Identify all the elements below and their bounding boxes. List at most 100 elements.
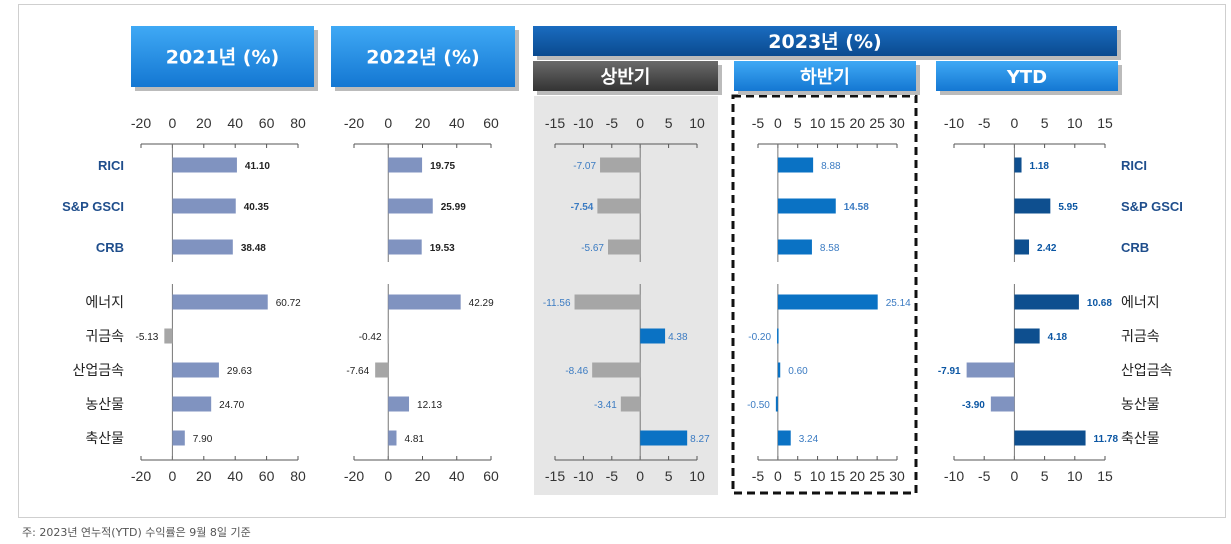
panel-2-value-label: 42.29 (469, 298, 494, 309)
panel-4-value-label: 8.58 (820, 243, 840, 254)
panel-3-bar (620, 396, 641, 412)
panel-4-bar (777, 198, 836, 214)
panel-1-value-label: 40.35 (244, 202, 269, 213)
panel-2-tick-label-bottom: 40 (449, 468, 465, 484)
panel-1-tick-label-top: 40 (227, 115, 243, 131)
panel-1-bar (164, 328, 173, 344)
panel-2-bar (388, 157, 423, 173)
panel-1-bar (172, 430, 185, 446)
panel-2-value-label: -7.64 (346, 366, 369, 377)
header-ytd (936, 61, 1118, 91)
header-2022-label: 2022년 (%) (366, 47, 479, 69)
panel-1-bar (172, 239, 233, 255)
panel-4-bar (777, 157, 814, 173)
panel-3-tick-label-bottom: -10 (573, 468, 593, 484)
panel-5-tick-label-top: 5 (1041, 115, 1049, 131)
panel-3-tick-label-bottom: 10 (689, 468, 705, 484)
panel-3-bar (607, 239, 641, 255)
panel-1-tick-label-top: 0 (169, 115, 177, 131)
panel-2-bar (388, 294, 461, 310)
panel-3-value-label: 8.27 (690, 434, 710, 445)
panel-1-bar (172, 362, 219, 378)
panel-4-tick-label-bottom: 30 (889, 468, 905, 484)
panel-3-value-label: 4.38 (668, 332, 688, 343)
panel-4-tick-label-bottom: 25 (869, 468, 885, 484)
panel-2-tick-label-top: 40 (449, 115, 465, 131)
panel-4-bar (777, 430, 791, 446)
panel-5-value-label: -7.91 (938, 366, 961, 377)
panel-3-value-label: -5.67 (581, 243, 604, 254)
panel-4-tick-label-top: 5 (794, 115, 802, 131)
panel-5-bar (1014, 328, 1040, 344)
category-label-left: 귀금속 (85, 329, 124, 345)
panel-5-value-label: -3.90 (962, 400, 985, 411)
panel-3-tick-label-bottom: 0 (636, 468, 644, 484)
panel-3-tick-label-bottom: 5 (665, 468, 673, 484)
panel-1-value-label: 29.63 (227, 366, 252, 377)
panel-4-tick-label-top: 10 (810, 115, 826, 131)
panel-5-bar (1014, 430, 1086, 446)
panel-2-bar (387, 328, 390, 344)
panel-2-tick-label-top: 0 (384, 115, 392, 131)
panel-1-value-label: -5.13 (136, 332, 159, 343)
category-label-left: CRB (96, 240, 124, 255)
panel-1-bar (172, 198, 236, 214)
panel-3-tick-label-bottom: -5 (606, 468, 619, 484)
panel-4-value-label: 8.88 (821, 161, 841, 172)
panel-5-bar (1014, 198, 1051, 214)
panel-3-bar (640, 328, 666, 344)
panel-5-tick-label-top: 0 (1011, 115, 1019, 131)
panel-1-tick-label-top: 20 (196, 115, 212, 131)
panel-5-value-label: 11.78 (1094, 434, 1119, 445)
category-label-left: 에너지 (85, 295, 124, 311)
header-2023-label: 2023년 (%) (768, 31, 881, 53)
panel-5-tick-label-bottom: -10 (944, 468, 964, 484)
panel-2-tick-label-bottom: 0 (384, 468, 392, 484)
panel-1-bar (172, 396, 212, 412)
panel-3-tick-label-bottom: -15 (545, 468, 565, 484)
panel-1-tick-label-bottom: -20 (131, 468, 151, 484)
category-label-left: RICI (98, 158, 124, 173)
header-2021 (131, 26, 314, 87)
panel-3-bar (597, 198, 641, 214)
panel-1-value-label: 60.72 (276, 298, 301, 309)
panel-4-bar (775, 396, 778, 412)
panel-3-value-label: -11.56 (543, 298, 571, 309)
header-h2 (734, 61, 916, 91)
header-h1-label: 상반기 (601, 67, 651, 88)
panel-3-bar (640, 430, 688, 446)
category-label-left: S&P GSCI (62, 199, 124, 214)
panel-4-tick-label-bottom: 15 (830, 468, 846, 484)
panel-1-value-label: 41.10 (245, 161, 270, 172)
panel-4-bar (777, 362, 781, 378)
panel-3-tick-label-top: 0 (636, 115, 644, 131)
panel-2-tick-label-top: 60 (483, 115, 499, 131)
panel-3-value-label: -7.07 (573, 161, 596, 172)
panel-5-value-label: 1.18 (1030, 161, 1050, 172)
panel-3-tick-label-top: -15 (545, 115, 565, 131)
panel-5-tick-label-bottom: 5 (1041, 468, 1049, 484)
panel-2-bar (375, 362, 389, 378)
panel-2-value-label: 25.99 (441, 202, 466, 213)
panel-4-value-label: 14.58 (844, 202, 869, 213)
category-label-left: 축산물 (85, 431, 124, 447)
category-label-right: 축산물 (1121, 431, 1160, 447)
panel-2-tick-label-bottom: 60 (483, 468, 499, 484)
category-label-right: 농산물 (1121, 397, 1160, 413)
panel-4-tick-label-top: -5 (752, 115, 765, 131)
panel-4-tick-label-top: 20 (849, 115, 865, 131)
panel-4-value-label: 25.14 (886, 298, 911, 309)
panel-5-tick-label-bottom: 0 (1011, 468, 1019, 484)
panel-3-value-label: -7.54 (571, 202, 594, 213)
panel-5-tick-label-bottom: 15 (1097, 468, 1113, 484)
panel-5-value-label: 10.68 (1087, 298, 1112, 309)
panel-1-tick-label-bottom: 40 (227, 468, 243, 484)
panel-1-tick-label-top: 80 (290, 115, 306, 131)
panel-1-value-label: 38.48 (241, 243, 266, 254)
panel-1-bar (172, 157, 237, 173)
header-2022 (331, 26, 515, 87)
panel-2-bar (388, 198, 433, 214)
panel-2-value-label: -0.42 (359, 332, 382, 343)
panel-4-value-label: -0.20 (748, 332, 771, 343)
panel-5-bar (990, 396, 1015, 412)
